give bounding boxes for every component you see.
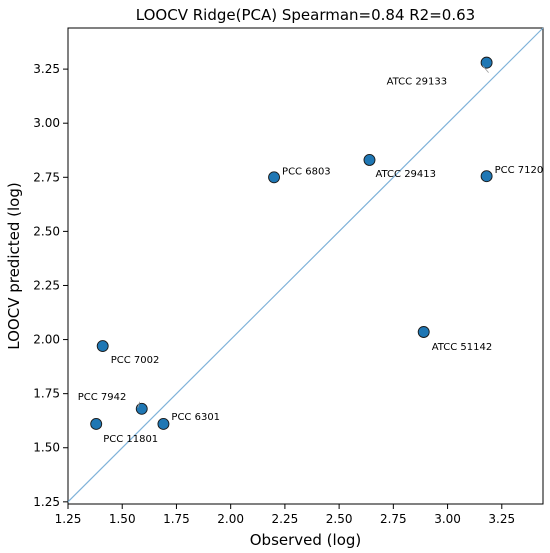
- x-tick-label: 3.00: [434, 512, 461, 526]
- label-leader-line: [482, 65, 489, 73]
- data-point: [363, 154, 376, 166]
- y-tick-label: 2.75: [33, 170, 60, 184]
- data-point: [417, 326, 430, 338]
- x-tick-label: 3.25: [488, 512, 515, 526]
- point-label: PCC 6301: [171, 412, 220, 423]
- y-tick-label: 1.50: [33, 441, 60, 455]
- reference-line-group: [67, 27, 544, 503]
- y-tick-label: 2.00: [33, 333, 60, 347]
- point-labels: ATCC 29133 PCC 6803 ATCC 29413 PCC 7120 ATCC…: [78, 65, 544, 445]
- x-axis-ticks: 1.25 1.50 1.75 2.00 2.25 2.50 2.75 3.00 3.25: [55, 504, 515, 526]
- y-tick-label: 1.75: [33, 387, 60, 401]
- point-label: PCC 11801: [103, 434, 158, 445]
- plot-frame: [67, 27, 544, 505]
- y-axis-label: LOOCV predicted (log): [5, 182, 23, 349]
- y-tick-label: 3.25: [33, 62, 60, 76]
- point-label: ATCC 29133: [387, 77, 448, 88]
- y-tick-label: 3.00: [33, 116, 60, 130]
- data-points: [90, 56, 493, 430]
- data-point: [268, 171, 281, 184]
- point-label: PCC 6803: [282, 166, 331, 177]
- data-point: [480, 56, 493, 69]
- x-tick-label: 2.00: [217, 512, 244, 526]
- data-point: [90, 417, 103, 430]
- x-axis-label: Observed (log): [250, 531, 362, 549]
- y-tick-label: 1.25: [33, 495, 60, 509]
- x-tick-label: 1.50: [109, 512, 136, 526]
- data-point: [135, 402, 148, 415]
- point-label: PCC 7002: [111, 355, 160, 366]
- data-point: [480, 170, 493, 183]
- x-tick-label: 1.75: [163, 512, 190, 526]
- point-label: ATCC 29413: [375, 169, 436, 180]
- point-label: PCC 7120: [495, 165, 544, 176]
- x-tick-label: 2.75: [380, 512, 407, 526]
- x-tick-label: 2.25: [272, 512, 299, 526]
- chart-title: LOOCV Ridge(PCA) Spearman=0.84 R2=0.63: [136, 6, 475, 24]
- identity-line: [67, 27, 544, 503]
- data-point: [96, 340, 109, 353]
- x-tick-label: 1.25: [55, 512, 82, 526]
- label-leader-line: [137, 401, 141, 408]
- y-tick-label: 2.25: [33, 278, 60, 292]
- y-axis-ticks: 1.25 1.50 1.75 2.00 2.25 2.50 2.75 3.00 3.25: [33, 62, 68, 509]
- point-label: ATCC 51142: [432, 342, 493, 353]
- point-label: PCC 7942: [78, 392, 127, 403]
- x-tick-label: 2.50: [326, 512, 353, 526]
- y-tick-label: 2.50: [33, 224, 60, 238]
- plot-area: [67, 27, 544, 505]
- data-point: [157, 417, 170, 430]
